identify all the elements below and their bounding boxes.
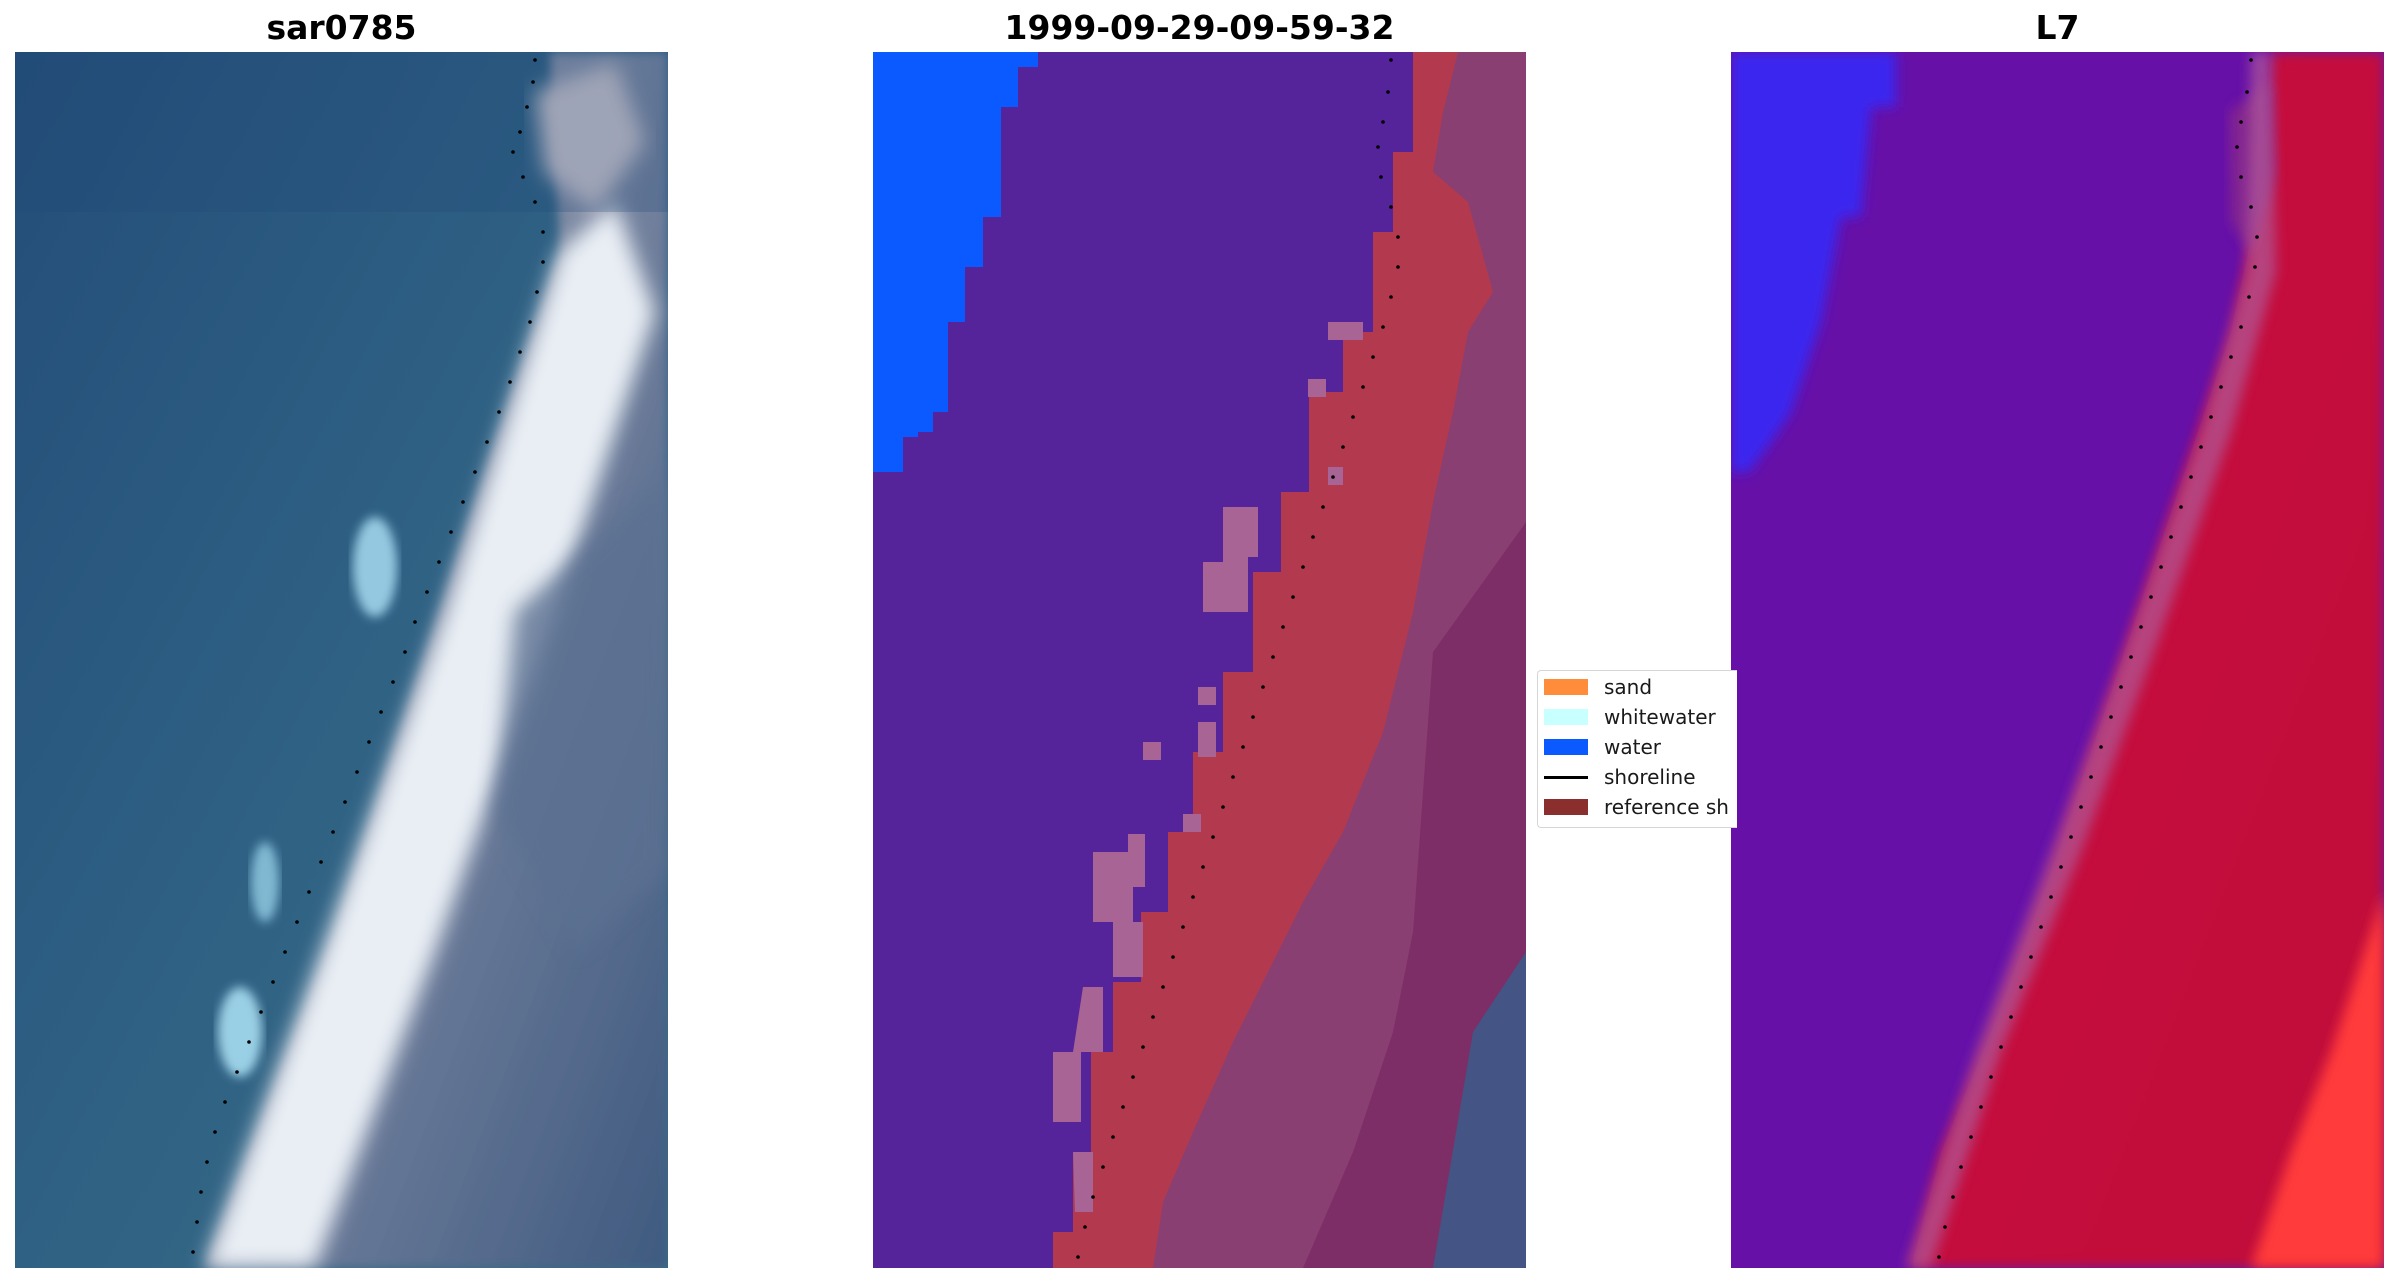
whitewater-swatch xyxy=(1544,709,1588,725)
rgb-image-panel xyxy=(15,52,668,1268)
legend-label: shoreline xyxy=(1604,765,1696,789)
legend-label: reference sh xyxy=(1604,795,1729,819)
legend-label: whitewater xyxy=(1604,705,1716,729)
shoreline-line-icon xyxy=(1544,775,1588,779)
legend-label: water xyxy=(1604,735,1661,759)
classification-panel xyxy=(873,52,1526,1268)
legend-item-water: water xyxy=(1544,734,1661,760)
panel-title-rgb: sar0785 xyxy=(266,8,417,47)
legend-item-reference-shoreline: reference sh xyxy=(1544,794,1729,820)
water-swatch xyxy=(1544,739,1588,755)
panel-title-index: L7 xyxy=(2035,8,2080,47)
legend: sand whitewater water shoreline referenc… xyxy=(1537,670,1737,828)
reference-shoreline-swatch xyxy=(1544,799,1588,815)
legend-item-shoreline: shoreline xyxy=(1544,764,1696,790)
sand-swatch xyxy=(1544,679,1588,695)
shoreline-dots xyxy=(191,58,545,1254)
legend-item-whitewater: whitewater xyxy=(1544,704,1716,730)
index-panel xyxy=(1731,52,2384,1268)
panel-title-classification: 1999-09-29-09-59-32 xyxy=(1004,8,1395,47)
legend-label: sand xyxy=(1604,675,1653,699)
legend-item-sand: sand xyxy=(1544,674,1652,700)
